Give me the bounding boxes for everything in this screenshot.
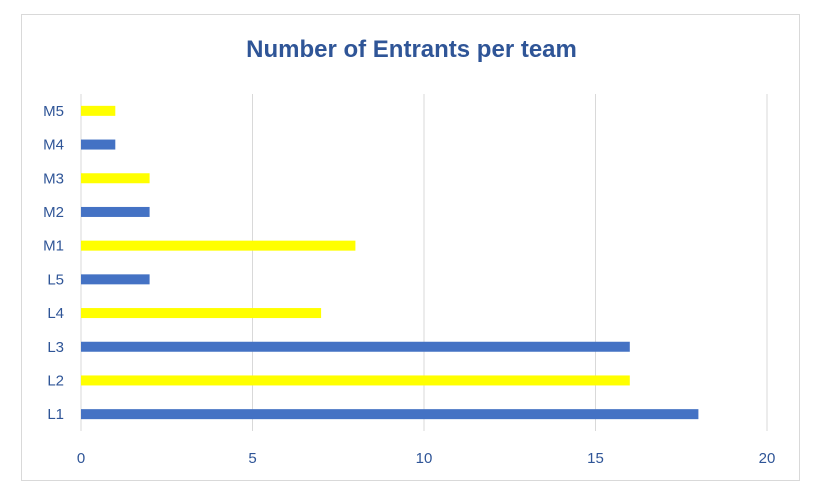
bar-L1 [81,409,699,420]
x-axis-tick-labels: 0 5 10 15 20 [77,450,776,467]
y-tick-label-L5: L5 [47,271,64,288]
bar-M3 [81,173,150,184]
bar-L5 [81,274,150,285]
gridlines [80,94,768,431]
bar-M5 [81,105,116,116]
bar-L3 [81,341,630,352]
x-tick-label-10: 10 [416,450,433,467]
x-tick-label-0: 0 [77,450,85,467]
bars [81,105,699,420]
bar-L2 [81,375,630,386]
y-tick-label-L2: L2 [47,372,64,389]
y-tick-label-M2: M2 [43,204,64,221]
bar-L4 [81,308,322,319]
x-tick-label-5: 5 [248,450,256,467]
bar-M2 [81,206,150,217]
y-tick-label-L3: L3 [47,339,64,356]
chart-title: Number of Entrants per team [246,36,577,63]
bar-M4 [81,139,116,150]
y-tick-label-M1: M1 [43,238,64,255]
bar-M1 [81,240,356,251]
x-tick-label-20: 20 [759,450,776,467]
y-tick-label-M3: M3 [43,170,64,187]
y-tick-label-L4: L4 [47,305,64,322]
x-tick-label-15: 15 [587,450,604,467]
y-axis-tick-labels: L1 L2 L3 L4 L5 M1 M2 M3 M4 M5 [43,103,64,423]
y-tick-label-M4: M4 [43,137,64,154]
y-tick-label-L1: L1 [47,406,64,423]
y-tick-label-M5: M5 [43,103,64,120]
